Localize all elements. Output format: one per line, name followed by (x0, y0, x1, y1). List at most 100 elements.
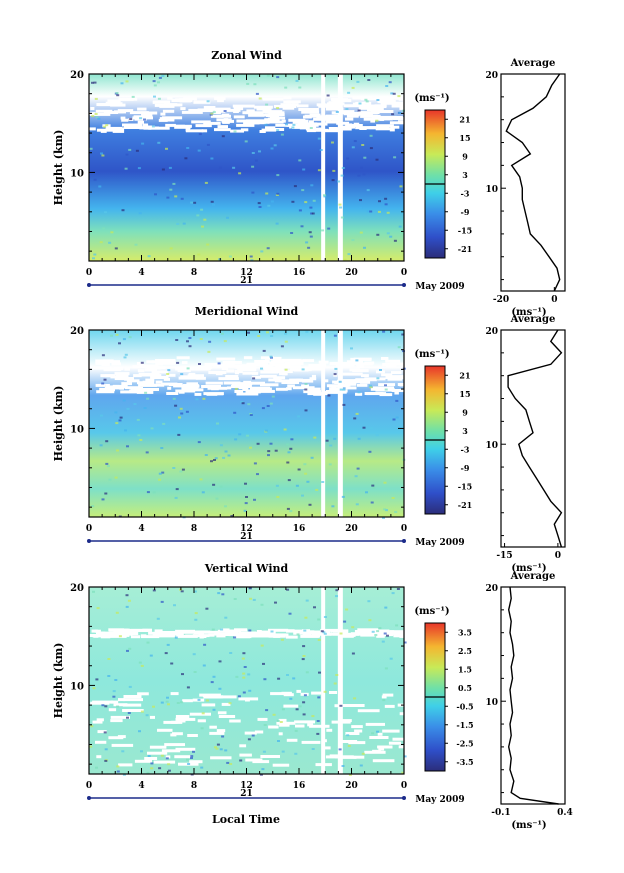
missing-data-stripe (337, 74, 343, 261)
profile-x-tick-label: -15 (496, 551, 512, 561)
y-tick-label: 10 (70, 424, 84, 435)
profile-unit: (ms⁻¹) (511, 820, 546, 831)
date-label: May 2009 (415, 538, 464, 548)
colorbar-tick-label: 15 (459, 133, 470, 143)
profile-y-tick-label: 10 (485, 441, 498, 451)
x-tick-label: 20 (345, 524, 358, 534)
x-tick-label: 12 (240, 524, 253, 534)
x-tick-label: 0 (86, 524, 92, 534)
profile-frame (500, 73, 566, 292)
colorbar-tick-label: -9 (461, 207, 470, 217)
colorbar-tick-label: -2.5 (456, 738, 473, 748)
heatmap-cells (89, 74, 405, 262)
colorbar-unit: (ms⁻¹) (414, 93, 449, 104)
y-tick-label: 10 (70, 681, 84, 692)
colorbar-tick-label: -9 (461, 463, 470, 473)
date-label: May 2009 (415, 282, 464, 292)
x-tick-label: 16 (293, 524, 306, 534)
y-tick-label: 10 (70, 168, 84, 179)
colorbar-tick-label: 15 (459, 389, 470, 399)
heatmap-cells (89, 587, 407, 776)
colorbar-tick-label: -3 (461, 444, 470, 454)
profile-frame (500, 586, 566, 805)
profile-y-tick-label: 10 (485, 185, 498, 195)
y-axis-title: Height (km) (52, 386, 65, 462)
profile-x-tick-label: -0.1 (491, 808, 510, 818)
colorbar-tick-label: 9 (462, 407, 468, 417)
colorbar-tick-label: 3 (462, 170, 468, 180)
x-tick-label: 0 (86, 268, 92, 278)
colorbar-tick-label: -15 (458, 481, 472, 491)
colorbar-tick-label: 3.5 (458, 627, 472, 637)
profile-frame (500, 329, 566, 548)
x-tick-label: 0 (401, 781, 407, 791)
colorbar-tick-label: 0.5 (458, 683, 472, 693)
y-tick-label: 20 (70, 583, 84, 594)
profile-line (507, 329, 563, 548)
y-tick-label: 20 (70, 326, 84, 337)
heatmap-field (89, 587, 404, 774)
colorbar-unit: (ms⁻¹) (414, 349, 449, 360)
profile-y-tick-label: 20 (485, 327, 498, 337)
heatmap-gaps (89, 96, 422, 133)
x-tick-label: 16 (293, 268, 306, 278)
missing-data-stripe (321, 330, 326, 517)
x-tick-label: 12 (240, 268, 253, 278)
heatmap-gaps (89, 628, 423, 767)
x-tick-label: 0 (401, 524, 407, 534)
colorbar-tick-label: 2.5 (458, 646, 472, 656)
x-tick-label: 20 (345, 781, 358, 791)
colorbar-tick-label: 1.5 (458, 664, 472, 674)
panel-title: Zonal Wind (211, 49, 282, 62)
colorbar-tick-label: -3.5 (456, 757, 473, 767)
x-tick-label: 4 (138, 524, 144, 534)
colorbar-tick-label: -21 (458, 500, 472, 510)
colorbar-tick-label: 21 (459, 114, 470, 124)
heatmap-cells (91, 330, 406, 519)
x-tick-label: 0 (86, 781, 92, 791)
y-tick-label: 20 (70, 70, 84, 81)
day-label: 21 (240, 532, 253, 542)
profile-y-tick-label: 10 (485, 698, 498, 708)
missing-data-stripe (321, 587, 326, 774)
x-tick-label: 16 (293, 781, 306, 791)
x-tick-label: 8 (191, 781, 197, 791)
profile-unit: (ms⁻¹) (511, 563, 546, 574)
profile-line (507, 586, 559, 805)
x-axis-title: Local Time (212, 813, 280, 826)
profile-x-tick-label: 0 (555, 551, 561, 561)
profile-title: Average (510, 58, 556, 69)
panel-title: Meridional Wind (195, 305, 299, 318)
date-label: May 2009 (415, 795, 464, 805)
y-axis-title: Height (km) (52, 130, 65, 206)
missing-data-stripe (337, 330, 343, 517)
x-tick-label: 20 (345, 268, 358, 278)
profile-y-tick-label: 20 (485, 71, 498, 81)
panel-2: Meridional Wind 10 20 Height (km) 0 4 8 12 16 20 0… (52, 305, 566, 574)
x-tick-label: 8 (191, 268, 197, 278)
x-tick-label: 12 (240, 781, 253, 791)
x-tick-label: 8 (191, 524, 197, 534)
profile-x-tick-label: 0.4 (557, 808, 573, 818)
profile-title: Average (510, 314, 556, 325)
colorbar-tick-label: 3 (462, 426, 468, 436)
colorbar-tick-label: -15 (458, 225, 472, 235)
colorbar-tick-label: -0.5 (456, 701, 473, 711)
x-tick-label: 4 (138, 781, 144, 791)
missing-data-stripe (337, 587, 343, 774)
panel-1: Zonal Wind 10 20 Height (km) 0 4 8 12 16 20 0 21 May… (52, 49, 566, 318)
profile-unit: (ms⁻¹) (511, 307, 546, 318)
colorbar-tick-label: -1.5 (456, 720, 473, 730)
profile-x-tick-label: -20 (493, 295, 509, 305)
panel-title: Vertical Wind (204, 562, 289, 575)
day-label: 21 (240, 276, 253, 286)
profile-y-tick-label: 20 (485, 584, 498, 594)
day-label: 21 (240, 789, 253, 799)
colorbar-unit: (ms⁻¹) (414, 606, 449, 617)
colorbar-tick-label: 21 (459, 370, 470, 380)
panel-3: Vertical Wind 10 20 Height (km) 0 4 8 12 16 20 0 21… (52, 562, 573, 831)
x-tick-label: 4 (138, 268, 144, 278)
profile-x-tick-label: 0 (551, 295, 557, 305)
x-tick-label: 0 (401, 268, 407, 278)
colorbar-tick-label: -21 (458, 244, 472, 254)
